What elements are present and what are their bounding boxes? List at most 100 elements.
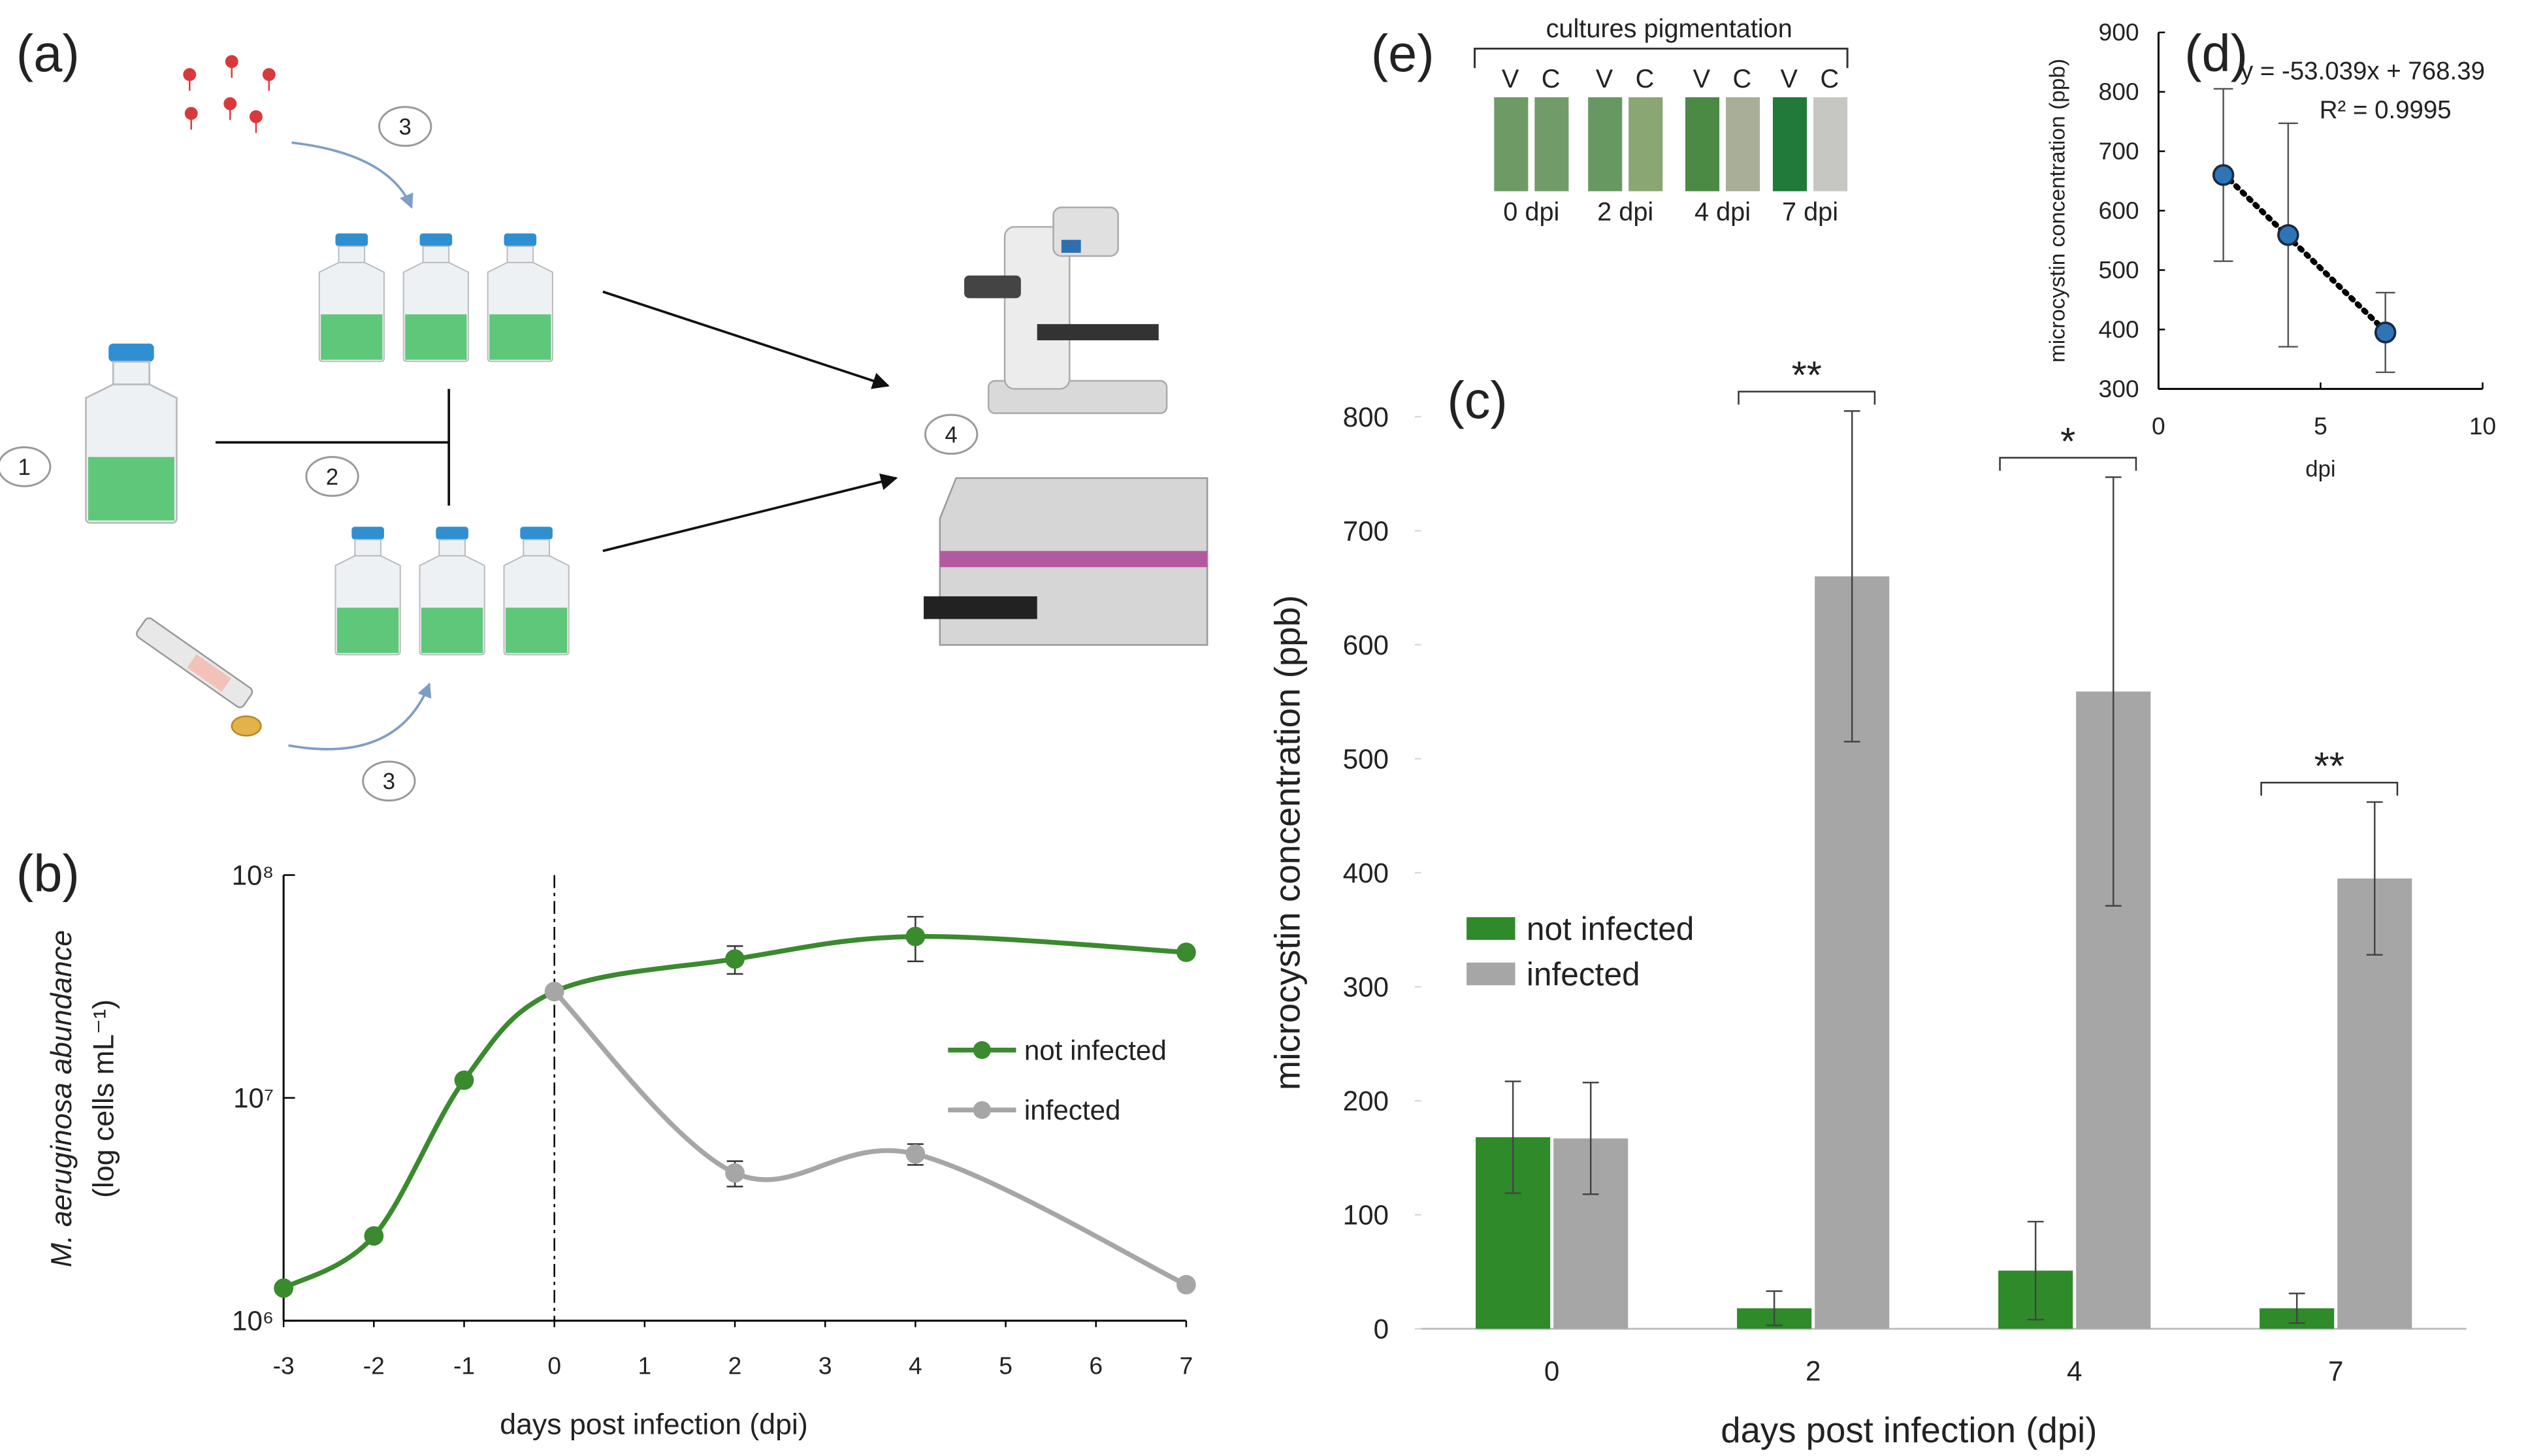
x-tick-label: 2: [1806, 1356, 1821, 1387]
x-tick-label: 5: [2314, 412, 2327, 440]
plate-reader: [924, 477, 1208, 646]
phages: [183, 55, 276, 133]
y-tick-label: 400: [2099, 315, 2139, 343]
error-bar: [2366, 801, 2383, 956]
y-tick-label: 700: [2099, 137, 2139, 165]
error-bar: [2105, 476, 2122, 907]
legend-swatch: [1467, 917, 1515, 940]
culture-swatch: [1813, 97, 1848, 191]
flask: [318, 233, 385, 363]
y-tick-label: 400: [1343, 858, 1389, 888]
bracket: [1474, 47, 1849, 69]
x-tick-label: 5: [999, 1352, 1013, 1380]
x-tick-label: 0: [547, 1352, 561, 1380]
x-tick-label: 0: [1544, 1356, 1559, 1387]
x-tick-label: 2: [728, 1352, 742, 1380]
legend-label: not infected: [1024, 1035, 1167, 1065]
point: [454, 1070, 474, 1090]
significance-label: *: [2060, 419, 2075, 463]
point: [274, 1278, 294, 1298]
significance-bracket: [1738, 391, 1876, 405]
flask: [334, 526, 402, 656]
x-axis-label: days post infection (dpi): [500, 1408, 807, 1440]
culture-swatch: [1494, 97, 1529, 191]
point: [544, 982, 564, 1001]
culture-label: C: [1636, 65, 1655, 93]
day-label: 0 dpi: [1503, 197, 1559, 226]
point: [2212, 164, 2235, 186]
x-tick-label: 0: [2152, 412, 2165, 440]
panel-label: (a): [16, 24, 80, 82]
x-tick-label: 3: [818, 1352, 832, 1380]
trendline-r2: R² = 0.9995: [2320, 96, 2452, 124]
y-tick-label: 200: [1343, 1086, 1389, 1116]
steps: 1 2 3 3 4: [0, 106, 979, 802]
diagram: 1 2 3 3 4: [0, 55, 1208, 802]
panel-label: (b): [16, 844, 80, 902]
culture-label: V: [1693, 65, 1711, 93]
y-tick-label: 0: [1374, 1314, 1389, 1344]
flask: [487, 233, 554, 363]
significance-label: **: [1792, 353, 1822, 397]
x-tick-label: -2: [363, 1352, 385, 1380]
culture-label: V: [1781, 65, 1798, 93]
panel-label: (d): [2184, 24, 2248, 82]
point: [725, 1163, 745, 1183]
arrow: [291, 141, 413, 209]
culture-label: V: [1502, 65, 1519, 93]
panel-label: (c): [1447, 371, 1508, 429]
series-line: [282, 933, 1187, 1291]
x-tick-label: 7: [1180, 1352, 1193, 1380]
series-line: [553, 990, 1188, 1287]
step-number: 2: [326, 465, 338, 490]
point: [725, 949, 745, 969]
y-tick-label: 10⁶: [232, 1306, 274, 1336]
point: [1176, 943, 1196, 962]
step-number: 4: [945, 423, 958, 447]
step-circle: [0, 446, 52, 487]
day-label: 7 dpi: [1782, 197, 1838, 226]
legend-label: infected: [1527, 956, 1640, 992]
day-label: 4 dpi: [1694, 197, 1751, 226]
culture-label: C: [1820, 65, 1839, 93]
culture-label: C: [1732, 65, 1751, 93]
legend-marker: [973, 1041, 991, 1060]
step-circle: [362, 760, 416, 802]
y-tick-label: 10⁸: [232, 860, 274, 891]
y-tick-label: 500: [2099, 256, 2139, 283]
y-tick-label: 10⁷: [233, 1083, 274, 1114]
point: [905, 1144, 926, 1164]
significance-label: **: [2314, 744, 2344, 788]
x-tick-label: -3: [273, 1352, 295, 1380]
pigmentation-title: cultures pigmentation: [1546, 14, 1792, 43]
culture-label: V: [1596, 65, 1613, 93]
error-bar: [1582, 1082, 1599, 1195]
legend-label: not infected: [1527, 911, 1694, 947]
y-tick-label: 600: [2099, 197, 2139, 224]
x-tick-label: 7: [2328, 1356, 2343, 1387]
step-circle: [378, 106, 432, 147]
legend-swatch: [1467, 962, 1515, 986]
y-tick-label: 800: [1343, 402, 1389, 432]
trendline-equation: y = -53.039x + 768.39: [2241, 57, 2485, 86]
legend-marker: [973, 1101, 991, 1119]
culture-swatch: [1629, 97, 1663, 191]
step-circle: [924, 413, 979, 455]
y-tick-label: 100: [1343, 1200, 1389, 1231]
panel-label: (e): [1371, 24, 1434, 82]
culture-swatch: [1588, 97, 1623, 191]
y-axis-label: microcystin concentration (ppb): [1268, 595, 1308, 1090]
y-tick-label: 600: [1343, 630, 1389, 660]
arrow: [602, 473, 898, 553]
y-tick-label: 300: [1343, 972, 1389, 1003]
arrow: [288, 682, 432, 751]
point: [2374, 321, 2397, 344]
flask: [402, 233, 470, 363]
x-tick-label: 10: [2469, 412, 2496, 440]
flask: [419, 526, 486, 656]
syringe: [136, 617, 262, 737]
point: [905, 926, 926, 946]
culture-label: C: [1542, 65, 1561, 93]
x-tick-label: -1: [453, 1352, 475, 1380]
